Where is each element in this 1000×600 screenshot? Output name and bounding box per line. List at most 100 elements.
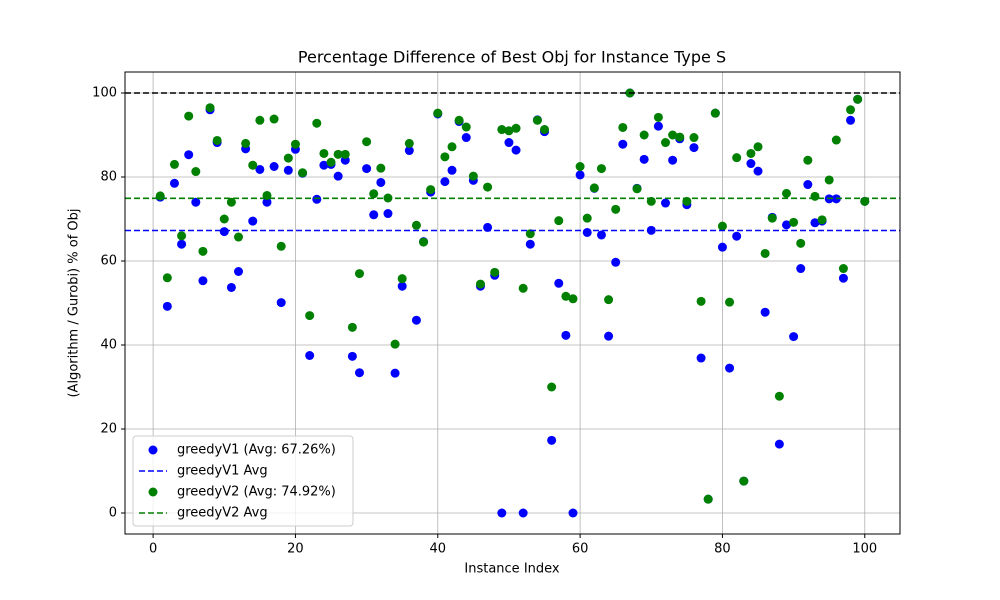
point <box>454 115 464 125</box>
point <box>661 138 671 148</box>
point <box>796 264 806 274</box>
legend-label: greedyV2 (Avg: 74.92%) <box>177 485 336 500</box>
point <box>269 114 279 124</box>
point <box>639 154 649 164</box>
point <box>426 185 436 195</box>
point <box>554 216 564 226</box>
point <box>333 171 343 181</box>
point <box>354 269 364 279</box>
point <box>248 160 258 170</box>
point <box>461 133 471 143</box>
point <box>362 137 372 147</box>
point <box>596 164 606 174</box>
point <box>639 130 649 140</box>
point <box>191 167 201 177</box>
point <box>803 180 813 190</box>
point <box>312 194 322 204</box>
point <box>475 279 485 289</box>
x-tick-label: 100 <box>852 542 877 557</box>
point <box>276 241 286 251</box>
point <box>169 159 179 169</box>
legend-label: greedyV2 Avg <box>177 506 268 521</box>
point <box>525 239 535 249</box>
point <box>554 278 564 288</box>
point <box>234 232 244 242</box>
point <box>226 282 236 292</box>
point <box>760 307 770 317</box>
point <box>703 494 713 504</box>
point <box>447 165 457 175</box>
point <box>582 227 592 237</box>
legend-frame <box>132 435 354 527</box>
point <box>504 138 514 148</box>
point <box>383 209 393 219</box>
y-tick-label: 80 <box>100 170 117 185</box>
point <box>589 183 599 193</box>
point <box>262 197 272 207</box>
point <box>511 145 521 155</box>
point <box>717 242 727 252</box>
point <box>803 155 813 165</box>
point <box>511 123 521 133</box>
point <box>483 222 493 232</box>
y-tick-label: 40 <box>100 338 117 353</box>
point <box>846 115 856 125</box>
x-axis-label: Instance Index <box>464 562 560 577</box>
point <box>618 122 628 132</box>
point <box>248 216 258 226</box>
point <box>369 210 379 220</box>
point <box>419 237 429 247</box>
plot-frame <box>124 71 901 535</box>
x-tick-label: 60 <box>572 542 589 557</box>
point <box>540 125 550 135</box>
point <box>276 298 286 308</box>
point <box>696 296 706 306</box>
x-tick-label: 20 <box>287 542 304 557</box>
point <box>298 168 308 178</box>
point <box>596 230 606 240</box>
point <box>653 121 663 131</box>
point <box>347 322 357 332</box>
point <box>611 204 621 214</box>
point <box>789 332 799 342</box>
point <box>838 273 848 283</box>
point <box>575 162 585 171</box>
point <box>604 331 614 341</box>
point <box>177 239 187 249</box>
point <box>354 368 364 378</box>
point <box>838 264 848 274</box>
point <box>846 105 856 115</box>
point <box>575 170 585 180</box>
point <box>184 150 194 160</box>
point <box>561 291 571 301</box>
point <box>760 248 770 258</box>
point <box>611 257 621 267</box>
point <box>789 217 799 227</box>
point <box>376 163 386 173</box>
point <box>547 382 557 392</box>
point <box>525 229 535 239</box>
point <box>404 146 414 156</box>
point <box>824 175 834 185</box>
point <box>198 276 208 286</box>
point <box>369 189 379 199</box>
point <box>668 130 678 140</box>
point <box>689 143 699 153</box>
point <box>518 508 528 518</box>
point <box>319 160 329 170</box>
point <box>234 267 244 276</box>
point <box>568 294 578 304</box>
point <box>696 353 706 363</box>
point <box>732 153 742 163</box>
point <box>376 177 386 187</box>
point <box>362 164 372 174</box>
point <box>468 171 478 181</box>
point <box>668 155 678 165</box>
legend-label: greedyV1 (Avg: 67.26%) <box>177 443 336 458</box>
x-tick-label: 40 <box>430 542 447 557</box>
point <box>710 108 720 118</box>
point <box>219 227 229 237</box>
point <box>774 391 784 401</box>
point <box>725 363 735 373</box>
